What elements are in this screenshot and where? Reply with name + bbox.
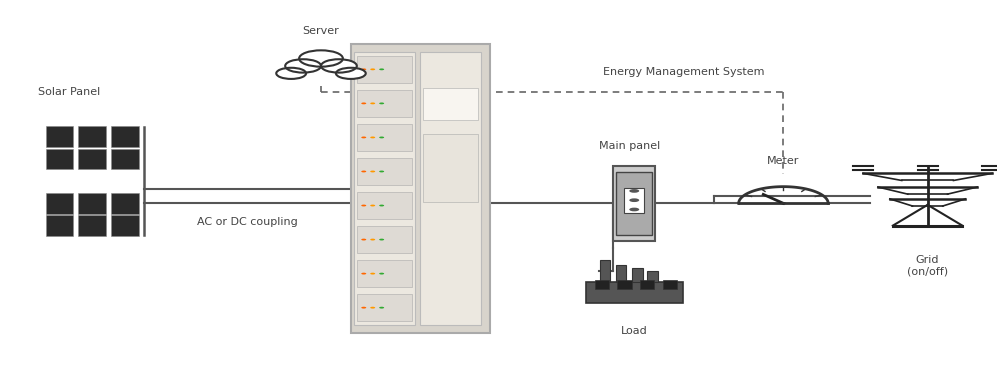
Bar bbox=[354, 52, 415, 325]
Bar bbox=[357, 294, 412, 321]
Circle shape bbox=[370, 273, 375, 274]
Bar bbox=[78, 149, 106, 169]
Circle shape bbox=[361, 170, 366, 172]
Circle shape bbox=[379, 68, 384, 70]
Circle shape bbox=[370, 205, 375, 207]
Bar bbox=[78, 126, 106, 147]
Bar bbox=[357, 226, 412, 253]
Bar bbox=[46, 126, 73, 147]
Bar bbox=[111, 126, 139, 147]
Circle shape bbox=[370, 136, 375, 138]
Circle shape bbox=[629, 189, 639, 193]
Bar bbox=[46, 149, 73, 169]
Bar bbox=[420, 52, 481, 325]
Bar bbox=[616, 265, 626, 282]
Bar bbox=[357, 192, 412, 219]
Text: AC or DC coupling: AC or DC coupling bbox=[197, 217, 298, 227]
Text: Load: Load bbox=[621, 326, 648, 336]
Circle shape bbox=[370, 307, 375, 309]
Text: Meter: Meter bbox=[767, 156, 800, 166]
Bar bbox=[423, 88, 478, 120]
Bar bbox=[111, 215, 139, 236]
Bar bbox=[663, 280, 677, 288]
Bar bbox=[351, 44, 490, 333]
Circle shape bbox=[361, 273, 366, 274]
Text: Server: Server bbox=[303, 26, 339, 36]
Circle shape bbox=[285, 59, 321, 73]
Circle shape bbox=[370, 103, 375, 104]
Bar bbox=[647, 271, 658, 282]
Bar bbox=[595, 280, 609, 288]
Circle shape bbox=[379, 170, 384, 172]
Bar bbox=[613, 166, 655, 241]
Bar bbox=[617, 280, 632, 288]
Bar bbox=[357, 124, 412, 151]
Circle shape bbox=[361, 307, 366, 309]
Bar bbox=[357, 56, 412, 83]
Circle shape bbox=[379, 307, 384, 309]
Bar bbox=[600, 260, 610, 282]
Circle shape bbox=[361, 205, 366, 207]
Bar bbox=[78, 215, 106, 236]
Circle shape bbox=[379, 136, 384, 138]
Bar bbox=[46, 215, 73, 236]
Circle shape bbox=[276, 68, 306, 79]
Circle shape bbox=[370, 170, 375, 172]
Bar bbox=[357, 261, 412, 287]
Circle shape bbox=[370, 239, 375, 241]
Circle shape bbox=[629, 208, 639, 211]
Circle shape bbox=[629, 198, 639, 202]
Bar bbox=[616, 172, 652, 235]
Text: Energy Management System: Energy Management System bbox=[603, 67, 765, 77]
Circle shape bbox=[370, 68, 375, 70]
Circle shape bbox=[361, 136, 366, 138]
Circle shape bbox=[379, 205, 384, 207]
Circle shape bbox=[361, 103, 366, 104]
Text: Solar Panel: Solar Panel bbox=[38, 87, 100, 97]
Circle shape bbox=[299, 50, 343, 67]
Bar bbox=[624, 188, 644, 213]
Bar bbox=[586, 282, 683, 303]
Bar bbox=[632, 268, 643, 282]
Circle shape bbox=[379, 103, 384, 104]
Circle shape bbox=[379, 239, 384, 241]
Bar bbox=[111, 193, 139, 214]
Text: Grid
(on/off): Grid (on/off) bbox=[907, 255, 948, 277]
Circle shape bbox=[780, 202, 787, 205]
Bar bbox=[423, 134, 478, 202]
Circle shape bbox=[379, 273, 384, 274]
Circle shape bbox=[321, 59, 357, 73]
Bar bbox=[357, 158, 412, 185]
Bar bbox=[640, 280, 654, 288]
Text: Main panel: Main panel bbox=[599, 141, 660, 151]
Circle shape bbox=[361, 239, 366, 241]
Circle shape bbox=[361, 68, 366, 70]
Bar bbox=[357, 90, 412, 116]
Bar bbox=[78, 193, 106, 214]
Bar bbox=[46, 193, 73, 214]
Circle shape bbox=[336, 68, 366, 79]
Bar bbox=[111, 149, 139, 169]
